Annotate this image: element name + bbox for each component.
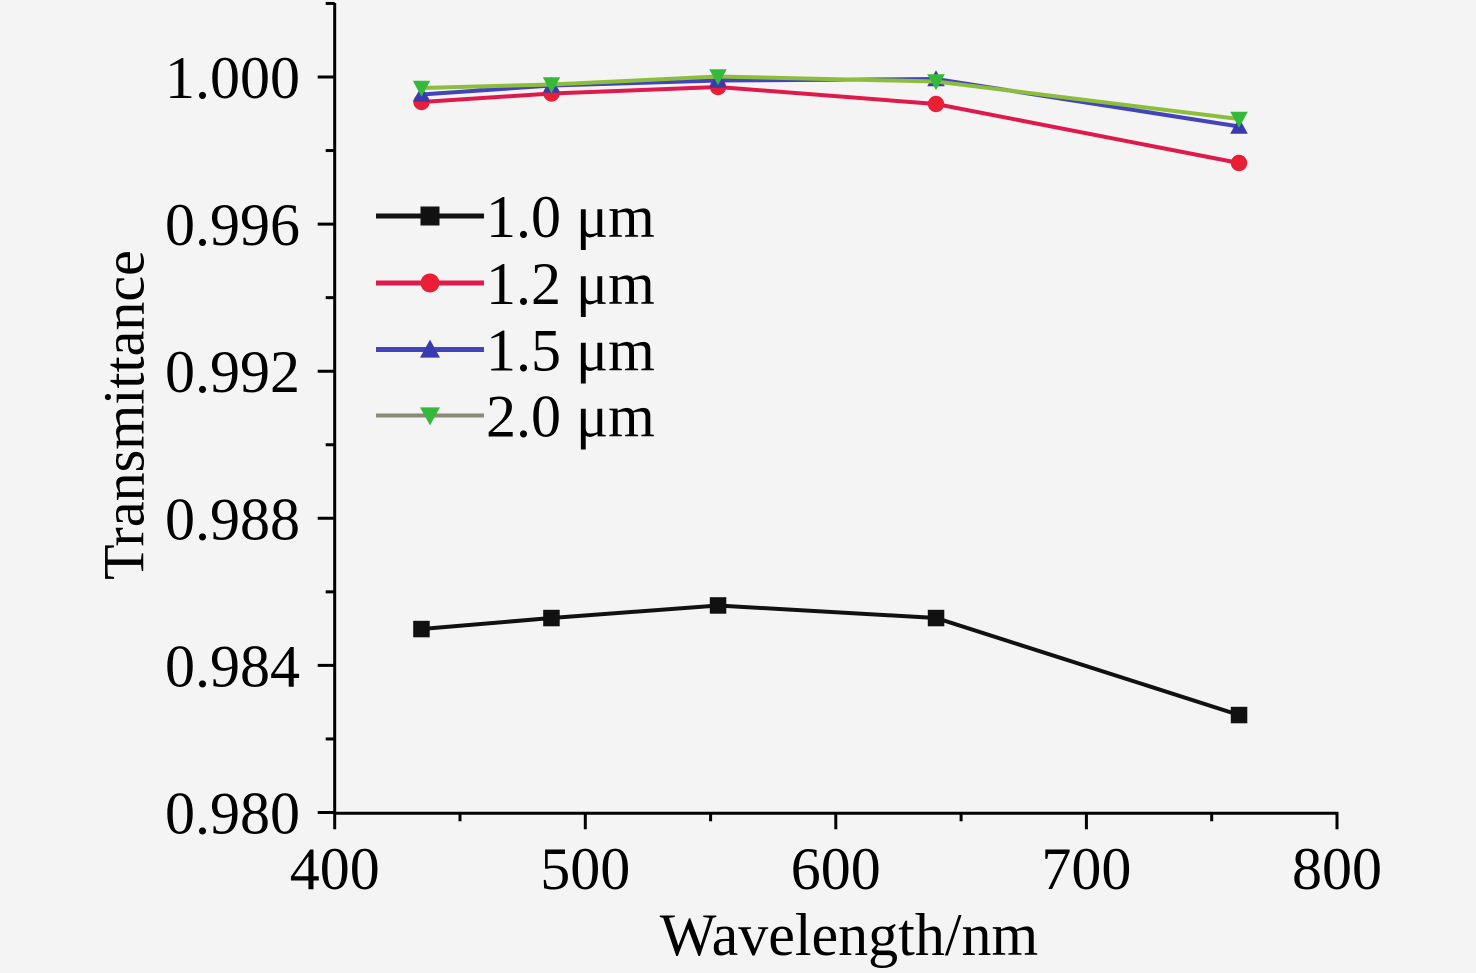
svg-text:400: 400 [290,836,380,902]
svg-text:2.0 μm: 2.0 μm [486,384,655,450]
svg-text:1.000: 1.000 [165,45,300,111]
svg-text:Transmittance: Transmittance [92,250,157,580]
svg-text:600: 600 [791,836,881,902]
svg-text:1.2 μm: 1.2 μm [486,251,655,317]
svg-text:0.988: 0.988 [165,486,300,552]
svg-text:1.5 μm: 1.5 μm [486,318,655,384]
svg-text:500: 500 [540,836,630,902]
svg-text:1.0 μm: 1.0 μm [486,184,655,250]
svg-text:0.984: 0.984 [165,633,300,699]
svg-text:0.980: 0.980 [165,781,300,847]
svg-text:0.992: 0.992 [165,339,300,405]
svg-text:Wavelength/nm: Wavelength/nm [660,902,1038,968]
svg-text:700: 700 [1041,836,1131,902]
svg-text:0.996: 0.996 [165,192,300,258]
svg-text:800: 800 [1292,836,1382,902]
